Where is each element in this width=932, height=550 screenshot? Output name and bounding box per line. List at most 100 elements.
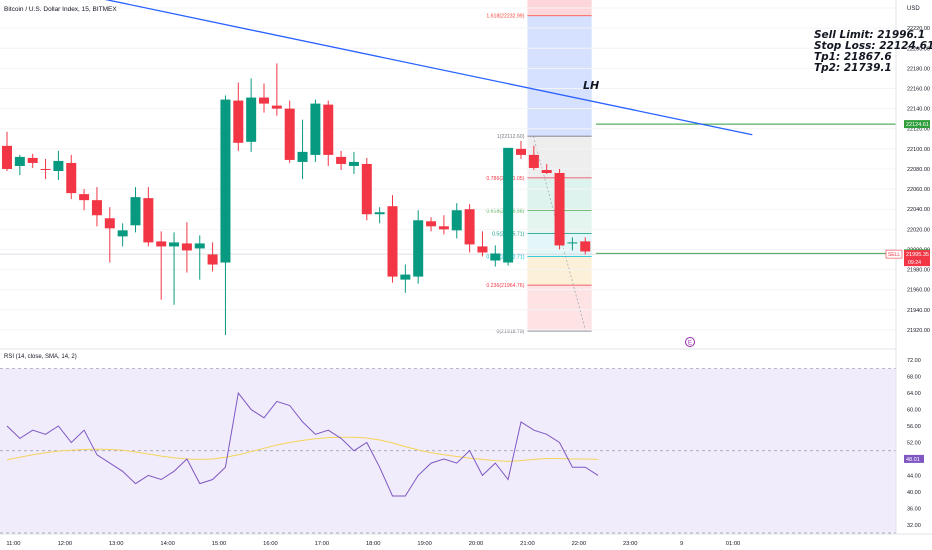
candle-body	[541, 169, 552, 174]
time-axis[interactable]: 11:00 12:00 13:00 14:00 15:00 16:00 17:00 18:00…	[6, 541, 740, 547]
candle-body	[143, 198, 154, 243]
candle-body	[130, 197, 141, 226]
price-level-tag[interactable]	[904, 120, 930, 129]
candle-body	[336, 156, 347, 164]
candle-body	[53, 160, 64, 171]
candle-body	[220, 99, 231, 263]
candle	[451, 203, 462, 239]
price-tick-label: 21940.00	[907, 308, 930, 314]
candle	[220, 95, 231, 335]
candle-body	[194, 243, 205, 249]
candle-body	[310, 103, 321, 155]
candle	[2, 131, 12, 171]
time-tick-label: 20:00	[469, 541, 484, 547]
trendline[interactable]	[0, 0, 753, 136]
sell-tag[interactable]	[885, 249, 903, 259]
candle-body	[104, 218, 115, 229]
price-tick-label: 22220.00	[907, 26, 930, 32]
candle-body	[464, 209, 475, 245]
price-axis[interactable]: 22220.00 22200.00 22180.00 22160.00 22140.00…	[885, 26, 930, 334]
price-tick-label: 21960.00	[907, 288, 930, 294]
candle-body	[554, 173, 565, 246]
rsi-value-tag[interactable]	[904, 454, 924, 463]
candle	[14, 154, 25, 176]
price-tick-label: 22020.00	[907, 227, 930, 233]
time-tick-label: 18:00	[366, 541, 381, 547]
rsi-tick-label: 44.00	[907, 473, 921, 479]
currency-label: USD	[907, 6, 920, 12]
time-tick-label: 23:00	[623, 541, 638, 547]
candle	[66, 154, 77, 200]
candle-body	[477, 246, 488, 253]
candle-body	[374, 212, 385, 215]
price-tick-label: 21980.00	[907, 268, 930, 274]
candle-body	[91, 200, 102, 216]
rsi-tick-label: 72.00	[907, 358, 921, 364]
candle	[374, 207, 385, 224]
candle	[336, 150, 347, 170]
candle-body	[156, 241, 167, 247]
rsi-title[interactable]: RSI (14, close, SMA, 14, 2)	[4, 354, 77, 360]
candle-body	[40, 168, 51, 170]
rsi-tick-label: 36.00	[907, 506, 921, 512]
candle	[169, 232, 180, 305]
candle	[27, 153, 38, 168]
candle	[181, 222, 192, 273]
candle	[323, 100, 334, 166]
price-tick-label: 22100.00	[907, 147, 930, 153]
candle	[490, 245, 501, 267]
candle	[426, 217, 437, 232]
current-price-value: 21995.35	[906, 252, 929, 258]
candle-body	[451, 210, 462, 231]
candle-body	[284, 108, 295, 160]
time-tick-label: 15:00	[212, 541, 227, 547]
candle-body	[580, 241, 591, 252]
candle	[156, 231, 167, 300]
candle-body	[297, 151, 308, 162]
note-sell-limit: Sell Limit: 21996.1	[814, 29, 925, 41]
candle	[207, 242, 218, 272]
candle	[387, 195, 398, 283]
candle	[541, 163, 552, 175]
event-marker-label: E	[688, 341, 692, 347]
fib-level-label: 1(22112.60)	[497, 134, 525, 140]
candle	[91, 187, 102, 227]
candles	[2, 63, 591, 335]
trendline-group[interactable]	[0, 0, 753, 136]
candle-body	[426, 221, 437, 227]
candle-body	[400, 274, 411, 280]
candle-body	[14, 156, 25, 166]
rsi-tick-label: 52.00	[907, 441, 921, 447]
time-tick-label: 21:00	[520, 541, 535, 547]
price-tick-label: 22160.00	[907, 87, 930, 93]
time-tick-label: 17:00	[315, 541, 330, 547]
candle-body	[117, 230, 128, 237]
candle	[271, 63, 282, 116]
time-tick-label: 16:00	[263, 541, 278, 547]
candle	[477, 231, 488, 257]
horizontal-levels[interactable]	[0, 123, 896, 255]
candle	[400, 264, 411, 293]
fib-zone	[527, 285, 592, 332]
candle	[348, 151, 359, 175]
candle-body	[169, 242, 180, 247]
current-price-tag[interactable]	[904, 250, 930, 267]
symbol-title[interactable]: Bitcoin / U.S. Dollar Index, 15, BITMEX	[4, 6, 117, 13]
candle-body	[567, 242, 578, 244]
candle	[259, 83, 269, 113]
candle-body	[503, 147, 514, 263]
rsi-tick-label: 64.00	[907, 391, 921, 397]
time-tick-label: 11:00	[6, 541, 20, 547]
candle-body	[27, 157, 38, 163]
candle	[310, 99, 321, 162]
time-tick-label: 12:00	[58, 541, 73, 547]
event-marker[interactable]: E	[685, 337, 695, 347]
candle	[567, 237, 578, 251]
candle-body	[233, 100, 244, 143]
time-tick-label: 14:00	[160, 541, 175, 547]
candle-body	[528, 154, 539, 168]
candle-body	[438, 226, 449, 230]
fib-level-label: 0(21918.79)	[496, 329, 524, 335]
rsi-axis[interactable]: 72.0068.0064.0060.0056.0052.0048.0044.00…	[904, 358, 924, 529]
